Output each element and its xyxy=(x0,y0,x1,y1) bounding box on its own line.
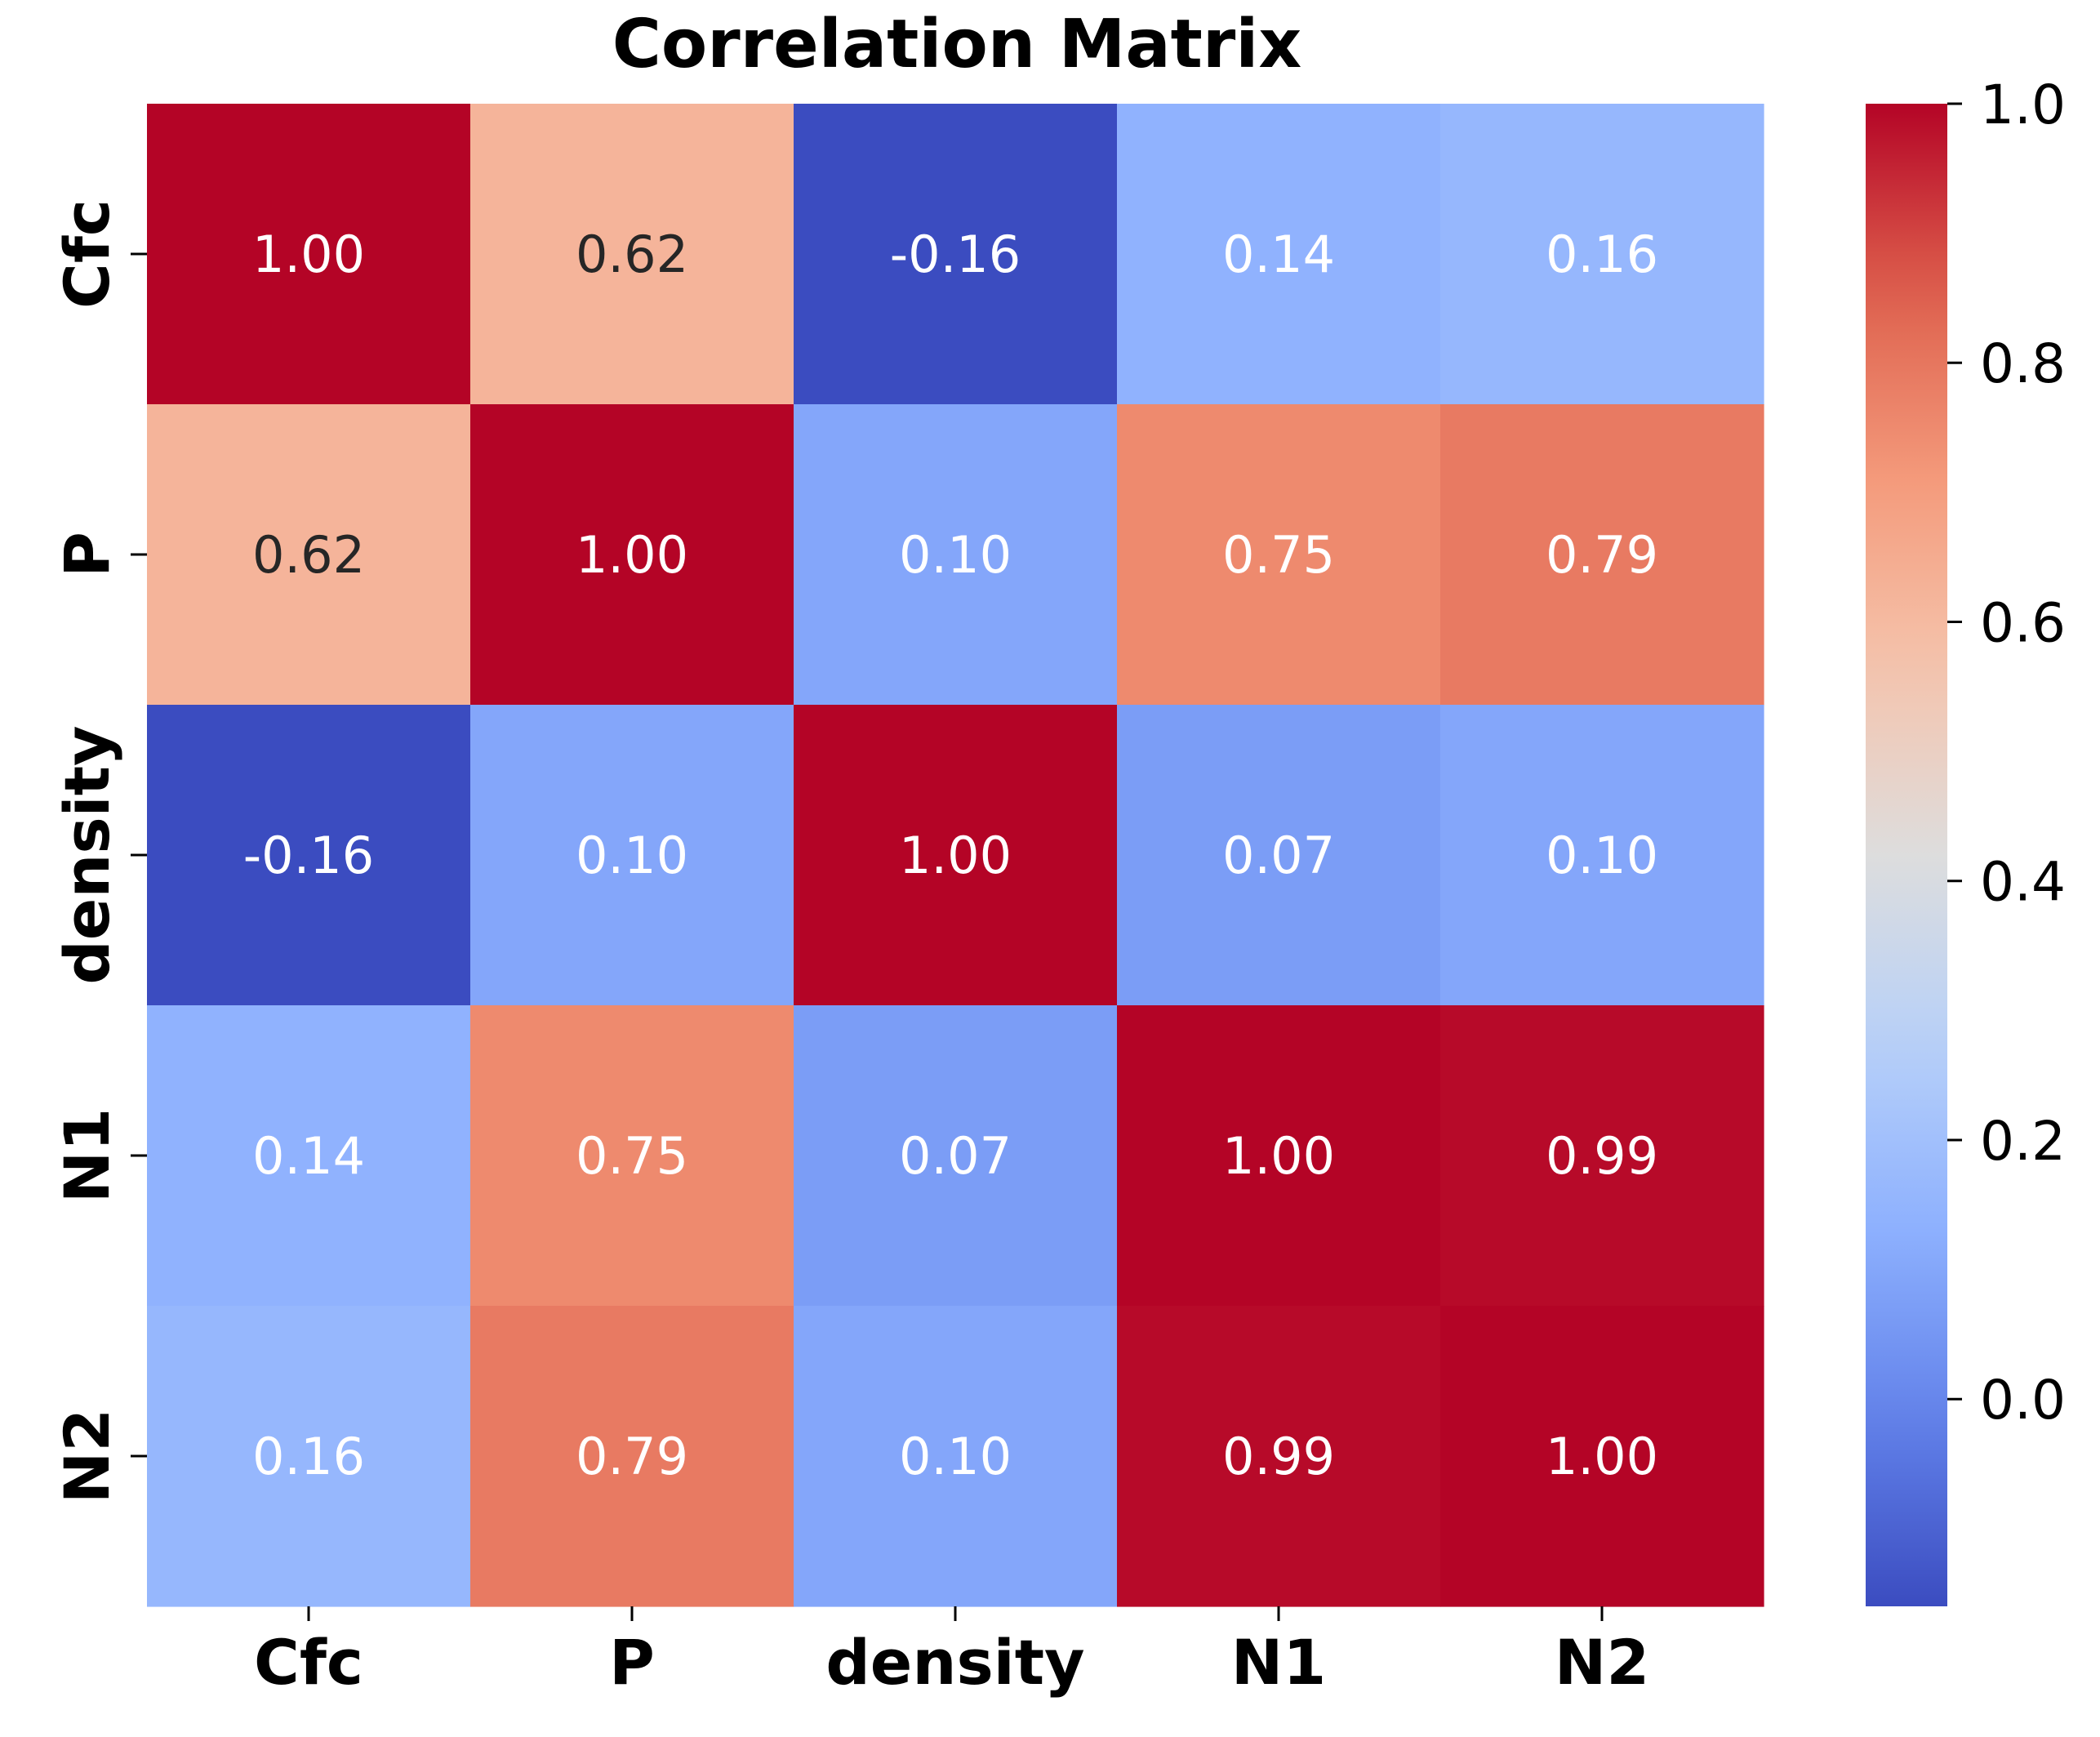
heatmap-cell-density-Cfc xyxy=(147,705,471,1006)
x-tick-label-Cfc: Cfc xyxy=(254,1626,363,1699)
y-tick-label-density: density xyxy=(51,725,123,984)
cell-annotation: 1.00 xyxy=(899,826,1012,885)
heatmap-cell-P-density xyxy=(794,404,1118,706)
colorbar-tick-label: 0.2 xyxy=(1980,1110,2066,1173)
x-tick-label-N1: N1 xyxy=(1231,1626,1327,1699)
x-tick-label-N2: N2 xyxy=(1555,1626,1650,1699)
cell-annotation: -0.16 xyxy=(890,225,1021,284)
heatmap-cell-Cfc-density xyxy=(794,104,1118,405)
cell-annotation: 0.75 xyxy=(576,1126,688,1186)
heatmap-annotations: 1.00 0.62 -0.16 0.14 0.16 0.62 1.00 0.10 0.75 0.7… xyxy=(243,225,1658,1486)
heatmap-cell-N2-P xyxy=(470,1306,794,1607)
cell-annotation: 0.99 xyxy=(1546,1126,1658,1186)
cell-annotation: 0.16 xyxy=(1546,225,1658,284)
cell-annotation: 0.62 xyxy=(252,525,365,585)
colorbar-tick-label: 0.8 xyxy=(1980,332,2066,395)
cell-annotation: 0.10 xyxy=(899,525,1012,585)
heatmap-cell-Cfc-N1 xyxy=(1117,104,1441,405)
cell-annotation: 1.00 xyxy=(1222,1126,1335,1186)
heatmap-cell-density-N1 xyxy=(1117,705,1441,1006)
cell-annotation: 0.16 xyxy=(252,1427,365,1486)
cell-annotation: 0.10 xyxy=(1546,826,1658,885)
y-tick-label-P: P xyxy=(51,532,123,577)
heatmap-cell-N2-N1 xyxy=(1117,1306,1441,1607)
heatmap-cell-N2-density xyxy=(794,1306,1118,1607)
cell-annotation: 1.00 xyxy=(576,525,688,585)
colorbar-tick-label: 0.4 xyxy=(1980,851,2066,914)
heatmap-cells xyxy=(147,104,1764,1607)
heatmap-cell-P-N1 xyxy=(1117,404,1441,706)
heatmap-cell-density-density xyxy=(794,705,1118,1006)
heatmap-cell-density-N2 xyxy=(1440,705,1764,1006)
heatmap-cell-N1-N2 xyxy=(1440,1005,1764,1307)
colorbar-tick-label: 0.6 xyxy=(1980,591,2066,654)
heatmap-cell-Cfc-N2 xyxy=(1440,104,1764,405)
cell-annotation: -0.16 xyxy=(243,826,374,885)
heatmap-cell-N1-Cfc xyxy=(147,1005,471,1307)
y-tick-label-Cfc: Cfc xyxy=(51,199,123,309)
cell-annotation: 0.10 xyxy=(576,826,688,885)
heatmap-cell-N2-Cfc xyxy=(147,1306,471,1607)
heatmap-cell-P-Cfc xyxy=(147,404,471,706)
y-tick-label-N2: N2 xyxy=(51,1409,123,1504)
cell-annotation: 0.75 xyxy=(1222,525,1335,585)
cell-annotation: 0.99 xyxy=(1222,1427,1335,1486)
heatmap-cell-N2-N2 xyxy=(1440,1306,1764,1607)
heatmap-cell-Cfc-P xyxy=(470,104,794,405)
chart-title: Correlation Matrix xyxy=(612,6,1302,83)
heatmap-cell-Cfc-Cfc xyxy=(147,104,471,405)
cell-annotation: 1.00 xyxy=(252,225,365,284)
cell-annotation: 0.07 xyxy=(1222,826,1335,885)
cell-annotation: 0.10 xyxy=(899,1427,1012,1486)
heatmap-cell-N1-P xyxy=(470,1005,794,1307)
x-tick-label-density: density xyxy=(825,1626,1084,1699)
colorbar: 0.0 0.2 0.4 0.6 0.8 1.0 xyxy=(1866,73,2066,1606)
cell-annotation: 0.62 xyxy=(576,225,688,284)
colorbar-tick-label: 1.0 xyxy=(1980,73,2066,136)
cell-annotation: 0.14 xyxy=(1222,225,1335,284)
heatmap-cell-density-P xyxy=(470,705,794,1006)
cell-annotation: 0.07 xyxy=(899,1126,1012,1186)
colorbar-tick-label: 0.0 xyxy=(1980,1369,2066,1432)
heatmap-cell-P-N2 xyxy=(1440,404,1764,706)
heatmap-cell-N1-N1 xyxy=(1117,1005,1441,1307)
colorbar-gradient xyxy=(1866,104,1947,1606)
y-tick-label-N1: N1 xyxy=(51,1108,123,1204)
heatmap-cell-N1-density xyxy=(794,1005,1118,1307)
cell-annotation: 0.79 xyxy=(576,1427,688,1486)
x-tick-label-P: P xyxy=(609,1626,655,1699)
cell-annotation: 0.14 xyxy=(252,1126,365,1186)
cell-annotation: 0.79 xyxy=(1546,525,1658,585)
heatmap-cell-P-P xyxy=(470,404,794,706)
cell-annotation: 1.00 xyxy=(1546,1427,1658,1486)
